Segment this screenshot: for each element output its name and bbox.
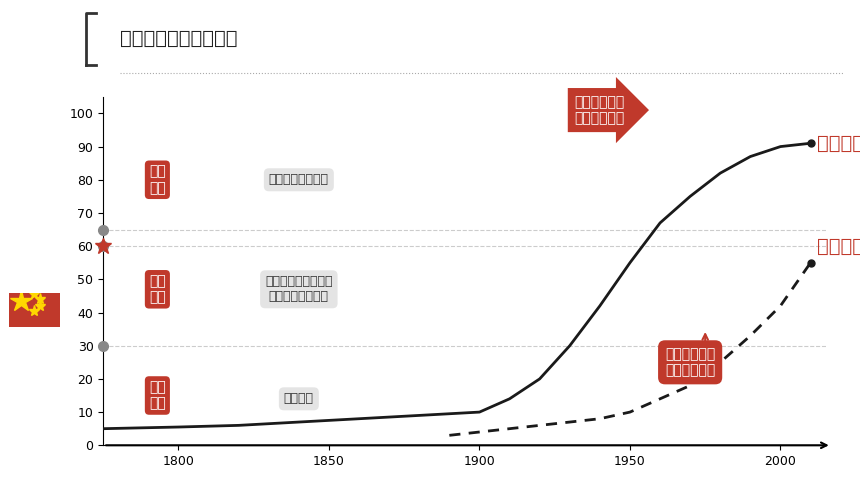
Text: 世界城镇化进程示意图: 世界城镇化进程示意图 bbox=[120, 29, 238, 48]
Text: 后期
阶段: 后期 阶段 bbox=[149, 165, 166, 195]
Text: 加速
阶段: 加速 阶段 bbox=[149, 274, 166, 304]
Text: 增长趋缓甚至停滞: 增长趋缓甚至停滞 bbox=[269, 173, 329, 186]
Text: 初期
阶段: 初期 阶段 bbox=[149, 380, 166, 410]
Text: 发展较慢: 发展较慢 bbox=[284, 393, 314, 405]
Text: 推进很快，市区出现
了很多城市化问题: 推进很快，市区出现 了很多城市化问题 bbox=[265, 275, 333, 303]
Text: 发展中国家: 发展中国家 bbox=[816, 237, 860, 256]
Text: 起步早，水平
高，速度减缓: 起步早，水平 高，速度减缓 bbox=[574, 95, 625, 125]
Text: 发达国家: 发达国家 bbox=[816, 134, 860, 153]
Text: 起步晚，水平
低，速度加快: 起步晚，水平 低，速度加快 bbox=[665, 347, 716, 378]
